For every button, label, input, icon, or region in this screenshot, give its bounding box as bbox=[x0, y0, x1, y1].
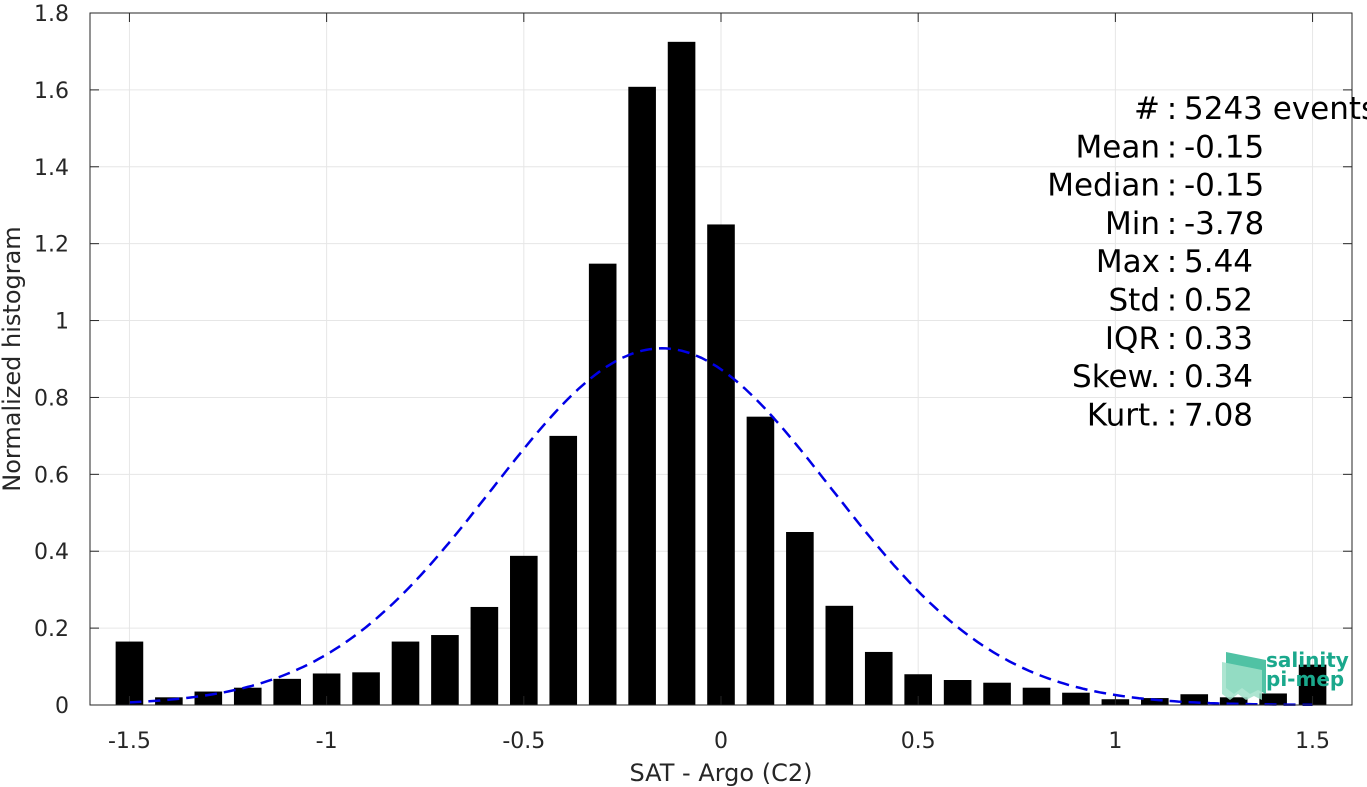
y-axis-label: Normalized histogram bbox=[0, 226, 26, 491]
histogram-bar bbox=[431, 635, 459, 705]
y-tick-label: 0 bbox=[55, 694, 69, 719]
stat-label: Kurt. bbox=[1087, 397, 1160, 433]
gaussian-fit bbox=[129, 347, 1313, 707]
histogram-bar bbox=[194, 691, 223, 705]
histogram-bar bbox=[155, 697, 183, 705]
histogram-bar bbox=[510, 555, 538, 705]
y-tick-label: 0.4 bbox=[34, 540, 69, 565]
stat-value: 0.33 bbox=[1184, 321, 1253, 357]
stat-value: -0.15 bbox=[1184, 129, 1264, 165]
stat-colon: : bbox=[1167, 129, 1177, 165]
histogram-bar bbox=[667, 41, 696, 706]
histogram-bar bbox=[352, 672, 380, 705]
logo-line2: pi-mep bbox=[1266, 667, 1344, 691]
logo-line1: salinity bbox=[1266, 648, 1349, 672]
x-tick-label: -1 bbox=[316, 729, 338, 754]
stat-colon: : bbox=[1167, 359, 1177, 395]
histogram-bar bbox=[391, 641, 420, 705]
stat-label: Max bbox=[1096, 244, 1160, 280]
histogram-bar bbox=[549, 435, 578, 705]
histogram-bar bbox=[1022, 687, 1051, 705]
histogram-bar bbox=[825, 605, 854, 705]
x-tick-label: -0.5 bbox=[502, 729, 545, 754]
x-axis-ticks: -1.5 -1 -0.5 0 0.5 1 1.5 bbox=[108, 13, 1330, 754]
stat-label: Std bbox=[1108, 283, 1160, 319]
stat-value: -0.15 bbox=[1184, 168, 1264, 204]
stat-label: Skew. bbox=[1072, 359, 1160, 395]
x-tick-label: 1 bbox=[1108, 729, 1122, 754]
histogram-bar bbox=[628, 86, 656, 705]
stat-label: Mean bbox=[1076, 129, 1160, 165]
y-tick-label: 1.8 bbox=[34, 2, 69, 27]
stat-value: 0.34 bbox=[1184, 359, 1253, 395]
stat-value: 5.44 bbox=[1184, 244, 1253, 280]
stat-value: -3.78 bbox=[1184, 206, 1264, 242]
histogram-bar bbox=[233, 687, 262, 705]
salinity-pi-mep-logo: salinity pi-mep bbox=[1222, 648, 1349, 700]
stat-colon: : bbox=[1167, 321, 1177, 357]
y-tick-label: 0.2 bbox=[34, 617, 69, 642]
histogram-bar bbox=[588, 263, 617, 705]
x-tick-label: 0.5 bbox=[901, 729, 936, 754]
histogram-bar bbox=[1180, 694, 1209, 705]
stat-colon: : bbox=[1167, 91, 1177, 127]
x-tick-label: -1.5 bbox=[108, 729, 151, 754]
y-tick-label: 1 bbox=[55, 310, 69, 335]
stat-label: IQR bbox=[1105, 321, 1160, 357]
histogram-bar bbox=[273, 678, 301, 705]
histogram-bar bbox=[1219, 697, 1248, 705]
histogram-bar bbox=[746, 416, 775, 705]
histogram-bar bbox=[864, 651, 893, 705]
stat-colon: : bbox=[1167, 283, 1177, 319]
x-axis-label: SAT - Argo (C2) bbox=[630, 759, 813, 787]
histogram-bar bbox=[1259, 693, 1287, 705]
histogram-bar bbox=[1141, 698, 1169, 705]
histogram-bar bbox=[470, 606, 499, 705]
histogram-bar bbox=[943, 680, 972, 705]
stat-colon: : bbox=[1167, 244, 1177, 280]
x-tick-label: 1.5 bbox=[1295, 729, 1330, 754]
bars bbox=[115, 41, 1327, 706]
x-tick-label: 0 bbox=[714, 729, 728, 754]
fit-curve bbox=[129, 347, 1313, 707]
stat-label: Median bbox=[1047, 168, 1160, 204]
y-tick-label: 0.8 bbox=[34, 386, 69, 411]
stat-colon: : bbox=[1167, 397, 1177, 433]
stat-value: 0.52 bbox=[1184, 283, 1253, 319]
histogram-bar bbox=[1062, 692, 1090, 705]
y-tick-label: 1.2 bbox=[34, 233, 69, 258]
y-tick-label: 1.4 bbox=[34, 156, 69, 181]
y-tick-label: 0.6 bbox=[34, 463, 69, 488]
stat-value: 5243 events bbox=[1184, 91, 1367, 127]
histogram-bar bbox=[115, 641, 144, 705]
y-tick-label: 1.6 bbox=[34, 79, 69, 104]
stat-value: 7.08 bbox=[1184, 397, 1253, 433]
stat-colon: : bbox=[1167, 206, 1177, 242]
histogram-bar bbox=[983, 682, 1011, 705]
stat-colon: : bbox=[1167, 168, 1177, 204]
histogram-bar bbox=[707, 224, 735, 705]
stat-label: # bbox=[1134, 91, 1160, 127]
histogram-bar bbox=[786, 532, 814, 705]
y-axis-ticks: 0 0.2 0.4 0.6 0.8 1 1.2 1.4 1.6 1.8 bbox=[34, 2, 1352, 719]
stat-label: Min bbox=[1105, 206, 1160, 242]
